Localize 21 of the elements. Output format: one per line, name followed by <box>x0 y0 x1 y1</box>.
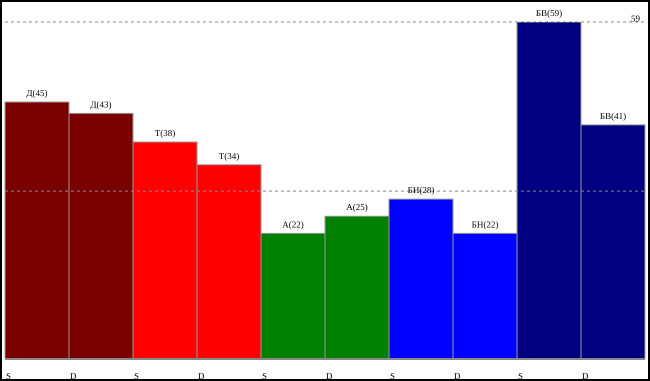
x-tick-label: D <box>198 371 205 381</box>
x-tick-label: S <box>390 371 396 381</box>
x-tick-label: D <box>582 371 589 381</box>
x-tick-label: S <box>134 371 140 381</box>
data-label: Д(43) <box>90 99 112 110</box>
data-label: Т(34) <box>218 150 240 161</box>
data-label: А(25) <box>346 202 368 212</box>
x-tick-label: D <box>326 371 333 381</box>
x-tick-label: S <box>518 371 524 381</box>
data-label: БН(22) <box>472 219 498 230</box>
x-tick-label: S <box>262 371 268 381</box>
data-label: БВ(59) <box>536 8 562 18</box>
data-label: Д(45) <box>26 88 48 98</box>
x-tick-label: S <box>6 371 12 381</box>
x-tick-label: D <box>454 371 461 381</box>
data-label: Т(38) <box>154 128 176 138</box>
data-label: А(22) <box>282 219 304 230</box>
x-tick-label: D <box>70 371 77 381</box>
data-label: БВ(41) <box>600 110 626 121</box>
ref-line-label: 59 <box>631 13 640 24</box>
data-label: БН(28) <box>408 185 434 196</box>
